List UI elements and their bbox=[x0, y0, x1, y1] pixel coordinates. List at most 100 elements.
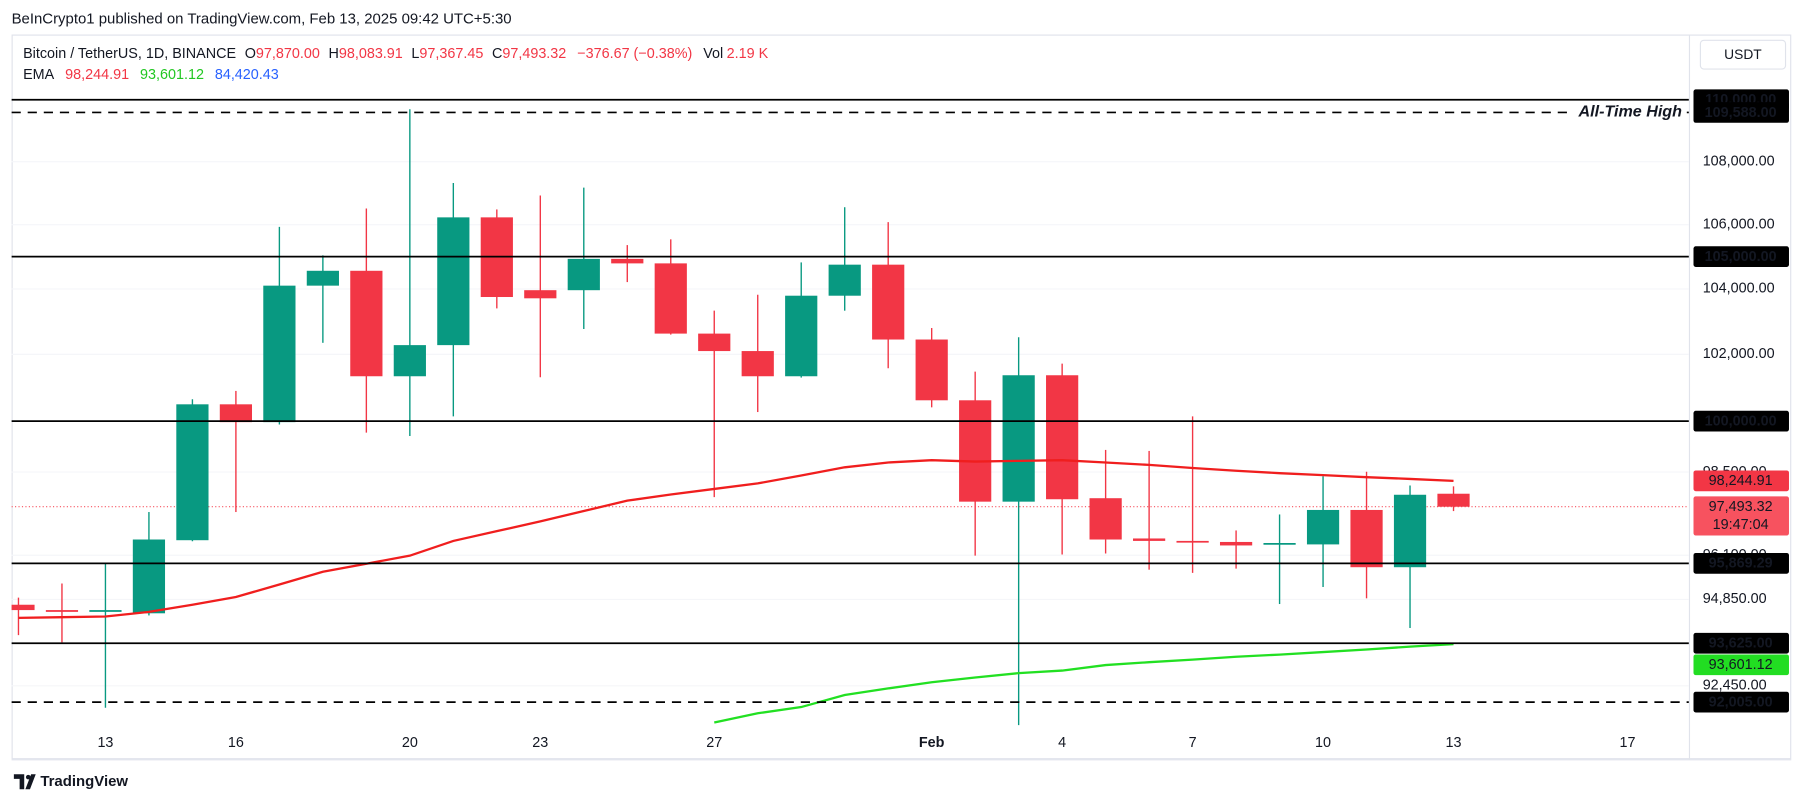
vol-label: Vol bbox=[703, 46, 723, 62]
x-tick-label: 7 bbox=[1189, 735, 1197, 751]
candle-body bbox=[1393, 494, 1427, 568]
x-tick-label: 10 bbox=[1315, 735, 1331, 751]
x-tick-label: 23 bbox=[532, 735, 548, 751]
x-tick-label: 20 bbox=[402, 735, 418, 751]
y-tick-label: 106,000.00 bbox=[1703, 216, 1775, 232]
h-label: H bbox=[328, 46, 338, 62]
candle-body bbox=[698, 333, 731, 352]
candle-body bbox=[524, 290, 557, 299]
x-tick-label: 13 bbox=[1446, 735, 1462, 751]
candle-body bbox=[654, 263, 687, 334]
level-label: 100,000.00 bbox=[1705, 414, 1777, 430]
plot bbox=[11, 98, 1689, 726]
vol-value: 2.19 K bbox=[727, 46, 769, 62]
ema-line bbox=[714, 642, 1454, 724]
y-tick-label: 92,450.00 bbox=[1703, 678, 1767, 694]
x-tick-label: 17 bbox=[1619, 735, 1635, 751]
level-label-box bbox=[1693, 102, 1789, 123]
y-tick-label: 102,000.00 bbox=[1703, 346, 1775, 362]
candle-body bbox=[219, 404, 253, 423]
level-label-box bbox=[1693, 553, 1789, 574]
y-tick-label: 108,000.00 bbox=[1703, 153, 1775, 169]
price-label: 97,493.32 bbox=[1709, 499, 1773, 515]
candle-body bbox=[1176, 540, 1209, 543]
price-label-box bbox=[1693, 470, 1789, 492]
annotation-bg bbox=[1572, 102, 1687, 121]
level-label: 95,869.29 bbox=[1709, 556, 1773, 572]
price-label: 93,601.12 bbox=[1709, 657, 1773, 673]
candle-body bbox=[567, 258, 600, 291]
byline: BeInCrypto1 published on TradingView.com… bbox=[12, 11, 512, 28]
o-label: O bbox=[245, 46, 256, 62]
price-label-box bbox=[1693, 654, 1789, 676]
candle-body bbox=[1133, 538, 1166, 541]
currency[interactable]: USDT bbox=[1724, 47, 1762, 62]
candle-body bbox=[11, 604, 35, 611]
candle-body bbox=[176, 404, 209, 541]
level-label: 109,588.00 bbox=[1705, 105, 1777, 121]
candle-body bbox=[872, 264, 905, 340]
candle-body bbox=[741, 351, 774, 377]
x-tick-label: 16 bbox=[228, 735, 244, 751]
level-label: 93,625.00 bbox=[1709, 636, 1773, 652]
candle-body bbox=[1350, 509, 1383, 568]
candle-body bbox=[1002, 375, 1035, 502]
footer: TradingView bbox=[40, 773, 128, 790]
candle-body bbox=[1089, 498, 1122, 540]
candle-body bbox=[393, 345, 426, 377]
price-label: 98,244.91 bbox=[1709, 473, 1773, 489]
c-value: 97,493.32 bbox=[502, 46, 566, 62]
price-label-box bbox=[1693, 496, 1789, 536]
y-tick-label: 104,000.00 bbox=[1703, 281, 1775, 297]
l-label: L bbox=[411, 46, 419, 62]
x-tick-label: 4 bbox=[1058, 735, 1066, 751]
c-label: C bbox=[492, 46, 502, 62]
ema-label: EMA bbox=[23, 67, 55, 83]
chart-frame bbox=[11, 34, 1792, 760]
ema-value: 93,601.12 bbox=[140, 67, 204, 83]
candle-body bbox=[611, 258, 644, 264]
candle-body bbox=[1219, 541, 1253, 546]
candle-body bbox=[437, 217, 470, 346]
candle-body bbox=[828, 264, 861, 296]
x-tick-label: 27 bbox=[706, 735, 722, 751]
candle-body bbox=[89, 610, 122, 612]
candle-body bbox=[915, 339, 948, 401]
candle-body bbox=[1263, 543, 1296, 545]
y-tick-label: 94,850.00 bbox=[1703, 591, 1767, 607]
ema-line bbox=[18, 459, 1454, 620]
level-label: 105,000.00 bbox=[1705, 249, 1777, 265]
candle-body bbox=[785, 295, 818, 377]
candle-body bbox=[959, 400, 992, 502]
ema-value: 98,244.91 bbox=[65, 67, 129, 83]
level-label: 92,005.00 bbox=[1709, 694, 1773, 710]
x-tick-label: Feb bbox=[919, 735, 945, 751]
legend: Bitcoin / TetherUS, 1D, BINANCE O97,870.… bbox=[23, 46, 769, 62]
candle-body bbox=[1437, 493, 1470, 507]
level-label-box bbox=[1693, 632, 1789, 654]
o-value: 97,870.00 bbox=[256, 46, 320, 62]
candle-body bbox=[132, 539, 166, 614]
tradingview-logo bbox=[13, 774, 36, 790]
annotation: All-Time High bbox=[1578, 103, 1683, 121]
candle-body bbox=[45, 610, 79, 612]
level-label-box bbox=[1693, 410, 1789, 432]
ema-legend: EMA 98,244.91 93,601.12 84,420.43 bbox=[23, 67, 279, 83]
l-value: 97,367.45 bbox=[419, 46, 483, 62]
level-label-box bbox=[1693, 246, 1789, 267]
currency-box[interactable] bbox=[1699, 39, 1787, 70]
candle-body bbox=[263, 285, 296, 423]
countdown: 19:47:04 bbox=[1713, 517, 1769, 533]
candle-body bbox=[350, 270, 383, 377]
h-value: 98,083.91 bbox=[339, 46, 403, 62]
level-label-box bbox=[1693, 691, 1789, 713]
candle-body bbox=[1046, 375, 1079, 500]
candle-body bbox=[306, 270, 339, 286]
candle-body bbox=[1306, 509, 1340, 545]
x-tick-label: 13 bbox=[97, 735, 113, 751]
symbol: Bitcoin / TetherUS, 1D, BINANCE bbox=[23, 46, 236, 62]
change: −376.67 (−0.38%) bbox=[577, 46, 692, 62]
